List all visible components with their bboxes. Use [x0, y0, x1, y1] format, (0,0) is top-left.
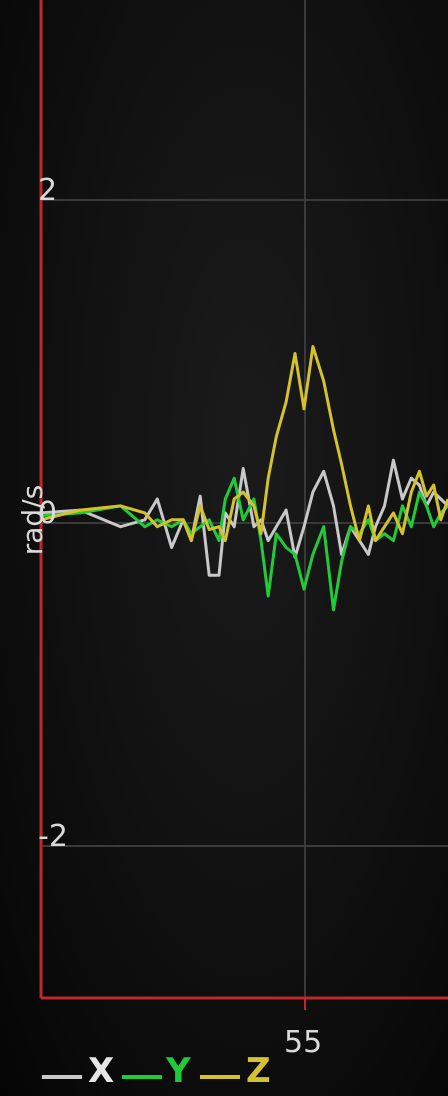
series-group — [40, 345, 448, 612]
legend-label-y: Y — [165, 1051, 191, 1091]
legend-item-z: Z — [200, 1051, 271, 1091]
legend: X Y Z — [42, 1051, 271, 1091]
legend-label-x: X — [88, 1051, 114, 1091]
y-axis-label: rad/s — [16, 485, 49, 555]
axes — [39, 0, 448, 1010]
y-tick-label-minus-2: -2 — [38, 819, 68, 854]
legend-item-x: X — [42, 1051, 114, 1091]
x-tick-label-55: 55 — [284, 1025, 322, 1060]
legend-item-y: Y — [122, 1051, 191, 1091]
legend-label-z: Z — [246, 1051, 271, 1091]
tick-labels: 2 0 -2 55 — [38, 173, 322, 1060]
y-tick-label-2: 2 — [38, 173, 57, 208]
y-tick-label-0: 0 — [38, 496, 57, 531]
series-line-z — [40, 345, 448, 543]
